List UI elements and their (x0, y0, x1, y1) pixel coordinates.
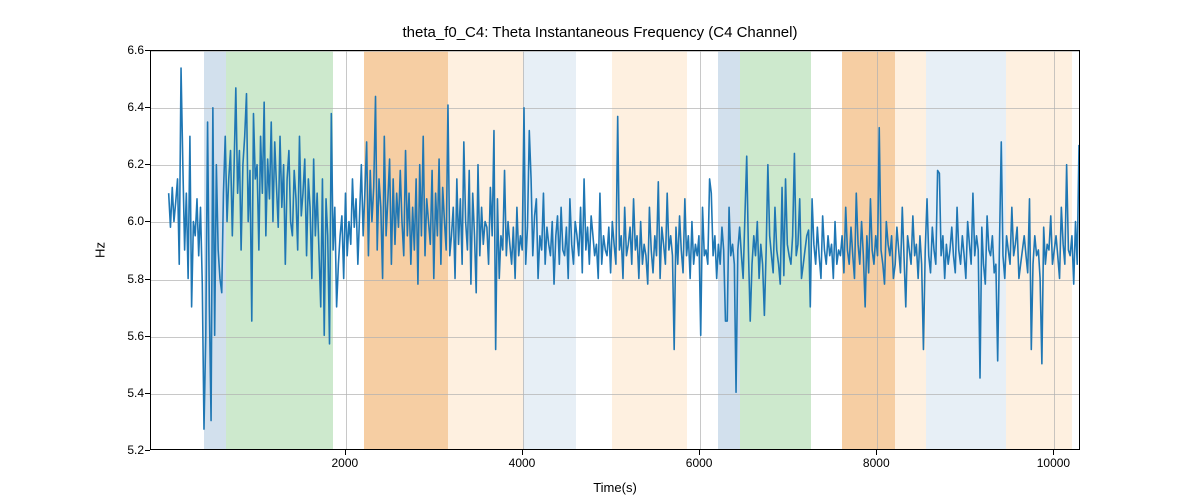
plot-area (150, 50, 1080, 450)
y-tick-label: 5.6 (127, 329, 144, 343)
chart-figure: theta_f0_C4: Theta Instantaneous Frequen… (0, 0, 1200, 500)
chart-title: theta_f0_C4: Theta Instantaneous Frequen… (0, 24, 1200, 41)
x-tick-label: 10000 (1037, 456, 1070, 470)
x-tick-label: 8000 (863, 456, 890, 470)
x-axis-label: Time(s) (593, 480, 637, 495)
y-tick-label: 6.6 (127, 43, 144, 57)
data-line (151, 51, 1079, 449)
y-tick-label: 6.0 (127, 214, 144, 228)
x-tick-label: 6000 (686, 456, 713, 470)
y-tick-label: 5.2 (127, 443, 144, 457)
x-tick-label: 4000 (509, 456, 536, 470)
y-tick-label: 5.4 (127, 386, 144, 400)
y-tick-label: 5.8 (127, 272, 144, 286)
x-tick-label: 2000 (331, 456, 358, 470)
y-tick-label: 6.4 (127, 100, 144, 114)
y-tick-label: 6.2 (127, 157, 144, 171)
y-axis-label: Hz (93, 242, 108, 258)
